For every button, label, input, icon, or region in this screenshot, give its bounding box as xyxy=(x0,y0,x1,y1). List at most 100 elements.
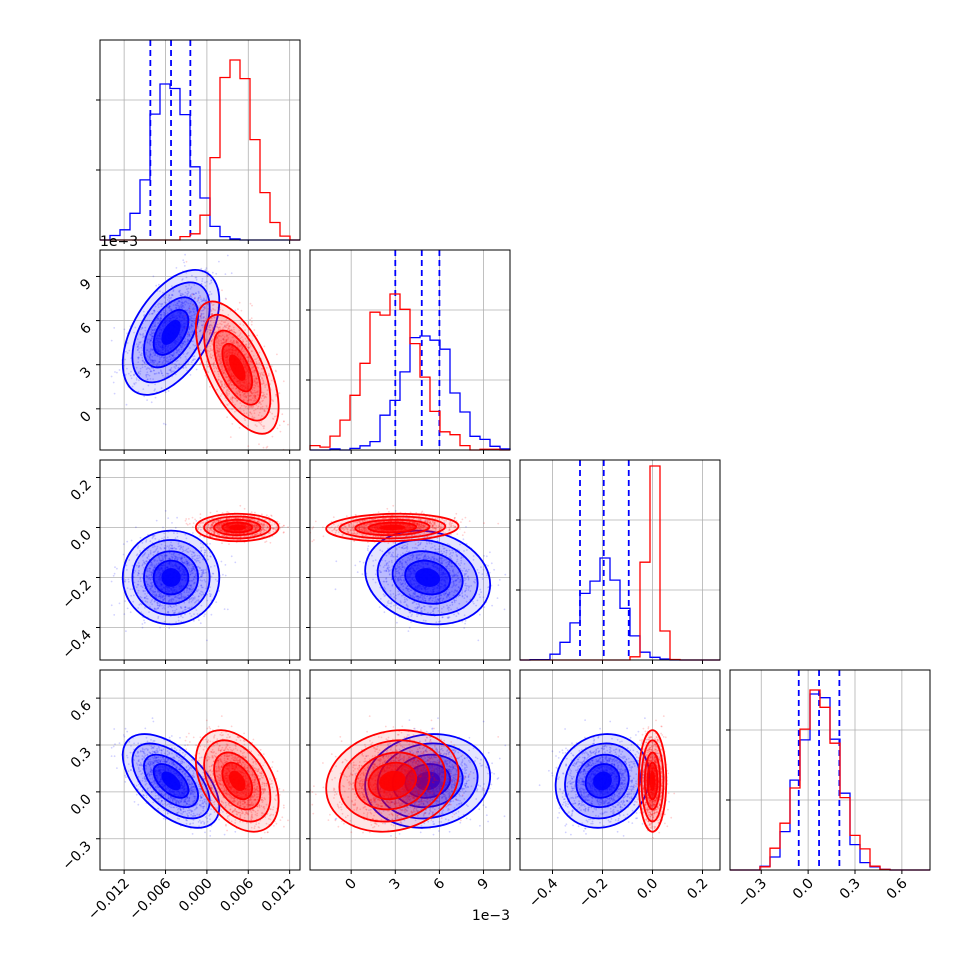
sample-point xyxy=(261,373,264,375)
sample-point xyxy=(137,357,140,360)
sample-point xyxy=(193,297,196,300)
sample-point xyxy=(253,387,256,389)
sample-point xyxy=(202,316,205,319)
sample-point xyxy=(137,348,139,351)
sample-point xyxy=(213,332,215,335)
sample-point xyxy=(254,395,257,397)
panel-2-0: −0.4−0.20.00.2 xyxy=(59,459,301,664)
sample-point xyxy=(169,358,172,361)
sample-point xyxy=(176,351,178,354)
sample-point xyxy=(225,341,228,344)
sample-point xyxy=(252,355,255,357)
sample-point xyxy=(193,620,195,622)
sample-point xyxy=(246,356,249,359)
sample-point xyxy=(203,320,206,323)
sample-point xyxy=(174,367,177,370)
sample-point xyxy=(151,325,154,327)
sample-point xyxy=(189,294,192,296)
sample-point xyxy=(116,567,118,570)
sample-point xyxy=(210,340,213,343)
sample-point xyxy=(279,430,282,433)
sample-point xyxy=(139,333,141,335)
sample-point xyxy=(254,408,257,411)
sample-point xyxy=(153,389,156,392)
sample-point xyxy=(248,347,250,349)
sample-point xyxy=(136,346,139,349)
sample-point xyxy=(228,327,231,330)
sample-point xyxy=(256,356,259,359)
sample-point xyxy=(182,353,185,355)
sample-point xyxy=(156,362,159,365)
sample-point xyxy=(217,378,220,381)
sample-point xyxy=(164,294,167,296)
sample-point xyxy=(260,423,263,426)
sample-point xyxy=(230,329,233,332)
sample-point xyxy=(245,396,248,399)
sample-point xyxy=(151,349,154,351)
sample-point xyxy=(139,370,142,373)
sample-point xyxy=(209,332,211,334)
sample-point xyxy=(186,290,189,293)
sample-point xyxy=(145,376,148,378)
sample-point xyxy=(209,324,212,326)
sample-point xyxy=(186,293,188,295)
sample-point xyxy=(118,602,121,605)
sample-point xyxy=(283,420,285,423)
sample-point xyxy=(282,380,285,383)
sample-point xyxy=(181,304,184,307)
sample-point xyxy=(212,327,214,330)
sample-point xyxy=(253,409,255,412)
sample-point xyxy=(184,340,186,343)
sample-point xyxy=(149,339,152,342)
sample-point xyxy=(149,378,152,380)
sample-point xyxy=(209,347,212,350)
sample-point xyxy=(242,340,244,343)
sample-point xyxy=(145,349,148,351)
sample-point xyxy=(188,307,190,310)
sample-point xyxy=(219,353,222,355)
sample-point xyxy=(223,384,226,386)
sample-point xyxy=(147,367,150,370)
sample-point xyxy=(228,379,231,382)
sample-point xyxy=(202,326,204,329)
sample-point xyxy=(211,343,214,346)
sample-point xyxy=(209,320,212,322)
sample-point xyxy=(170,308,173,311)
sample-point xyxy=(165,372,168,375)
panel-background xyxy=(100,40,300,240)
sample-point xyxy=(169,369,172,372)
sample-point xyxy=(261,383,263,385)
sample-point xyxy=(211,313,213,315)
sample-point xyxy=(201,309,204,312)
sample-point xyxy=(148,356,151,359)
sample-point xyxy=(251,406,254,409)
sample-point xyxy=(261,407,264,410)
sample-point xyxy=(266,514,268,517)
sample-point xyxy=(190,331,192,334)
sample-point xyxy=(158,372,160,375)
sample-point xyxy=(153,310,156,312)
sample-point xyxy=(218,335,220,337)
sample-point xyxy=(139,367,142,370)
sample-point xyxy=(253,395,256,398)
sample-point xyxy=(123,613,126,615)
sample-point xyxy=(172,290,175,292)
sample-point xyxy=(205,299,207,302)
sample-point xyxy=(190,361,193,364)
sample-point xyxy=(159,358,161,360)
sample-point xyxy=(255,362,257,365)
sample-point xyxy=(181,307,184,310)
sample-point xyxy=(234,331,237,334)
sample-point xyxy=(114,566,116,569)
sample-point xyxy=(147,373,149,376)
sample-point xyxy=(142,388,145,390)
sample-point xyxy=(241,345,244,348)
sample-point xyxy=(186,309,189,311)
sample-point xyxy=(255,377,258,380)
sample-point xyxy=(220,382,222,384)
sample-point xyxy=(149,353,152,356)
sample-point xyxy=(215,601,218,603)
sample-point xyxy=(149,359,152,362)
hist-panel-1 xyxy=(306,249,511,454)
sample-point xyxy=(219,395,222,397)
